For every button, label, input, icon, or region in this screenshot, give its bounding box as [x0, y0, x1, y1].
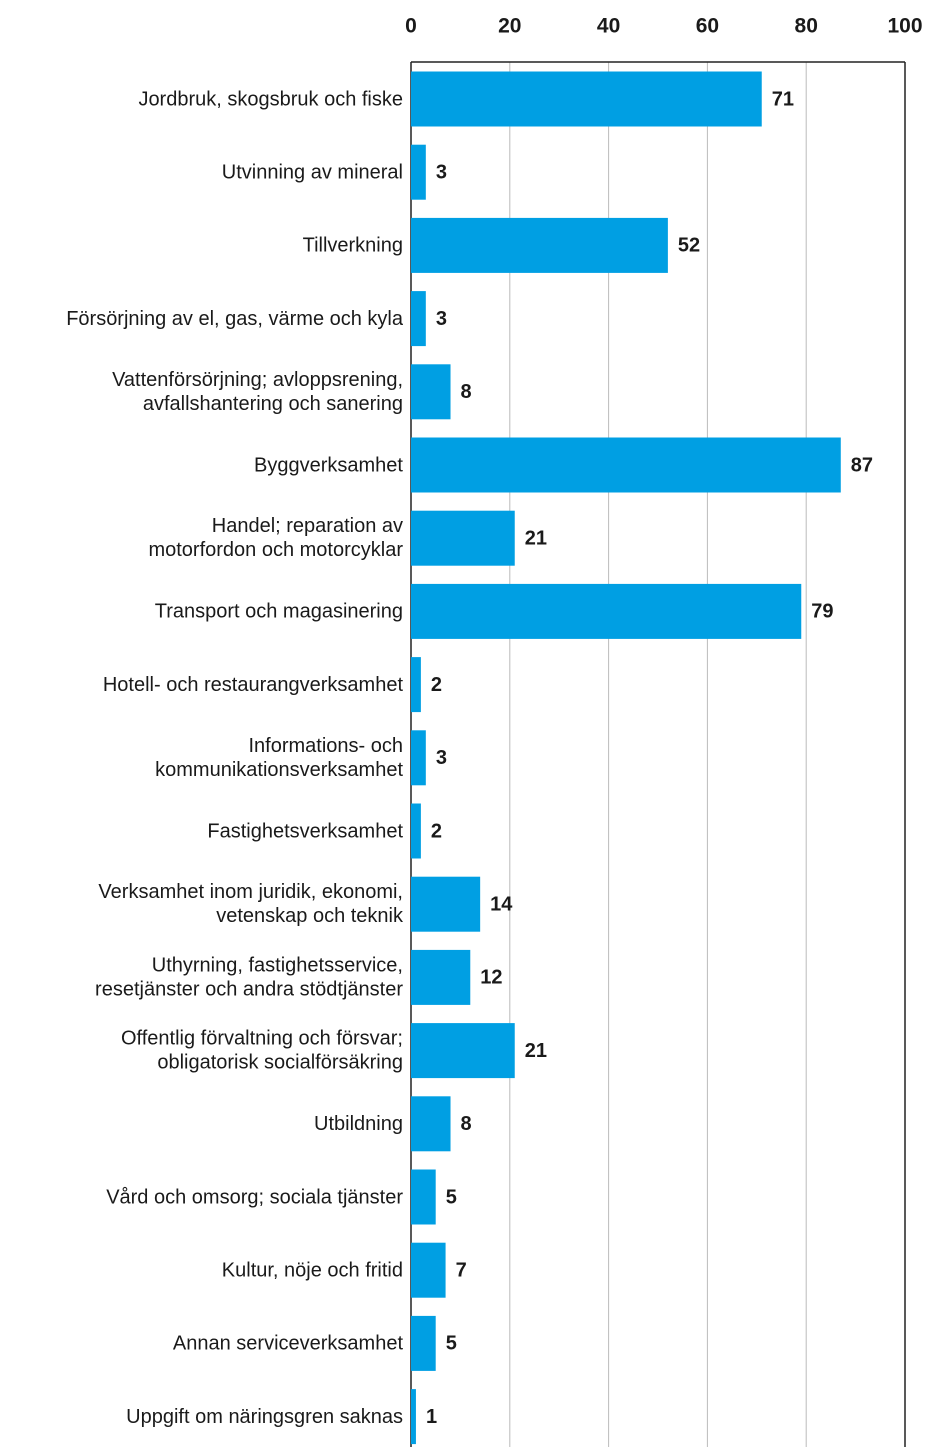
value-label: 8	[461, 381, 472, 403]
bar	[411, 583, 802, 639]
value-label: 5	[446, 1186, 457, 1208]
bar	[411, 730, 426, 786]
y-tick-label: Transport och magasinering	[155, 601, 403, 623]
x-tick-label: 60	[696, 15, 719, 38]
value-label: 21	[525, 1040, 547, 1062]
x-tick-label: 80	[795, 15, 818, 38]
bar	[411, 1169, 436, 1225]
y-tick-label: Handel; reparation av motorfordon och mot…	[148, 515, 403, 561]
y-tick-label: Vattenförsörjning; avloppsrening, avfalls…	[112, 369, 403, 415]
bar	[411, 217, 668, 273]
value-label: 3	[436, 308, 447, 330]
y-tick-label: Tillverkning	[303, 235, 403, 257]
x-tick-label: 40	[597, 15, 620, 38]
bar	[411, 364, 451, 420]
bar	[411, 437, 841, 493]
y-tick-label: Utvinning av mineral	[222, 161, 403, 183]
y-tick-label: Jordbruk, skogsbruk och fiske	[138, 88, 403, 110]
y-tick-label: Informations- och kommunikationsverksamhe…	[155, 735, 403, 781]
y-tick-label: Vård och omsorg; sociala tjänster	[106, 1186, 403, 1208]
bar	[411, 144, 426, 200]
value-label: 12	[480, 967, 502, 989]
y-tick-label: Försörjning av el, gas, värme och kyla	[66, 308, 404, 330]
y-tick-label: Offentlig förvaltning och försvar; obliga…	[121, 1028, 403, 1074]
bar	[411, 71, 762, 127]
bar	[411, 949, 471, 1005]
bar	[411, 1023, 515, 1079]
value-label: 52	[678, 235, 700, 257]
y-tick-label: Verksamhet inom juridik, ekonomi, vetensk…	[98, 881, 404, 927]
y-tick-label: Uthyrning, fastighetsservice, resetjänste…	[95, 955, 403, 1001]
bar	[411, 1389, 416, 1445]
value-label: 21	[525, 527, 547, 549]
x-tick-label: 20	[498, 15, 521, 38]
bar	[411, 1242, 446, 1298]
value-label: 3	[436, 161, 447, 183]
y-tick-label: Annan serviceverksamhet	[173, 1333, 404, 1355]
value-label: 5	[446, 1333, 457, 1355]
y-tick-label: Fastighetsverksamhet	[207, 820, 403, 842]
y-tick-label: Utbildning	[314, 1113, 403, 1135]
bar	[411, 1096, 451, 1152]
value-label: 79	[811, 601, 833, 623]
value-label: 8	[461, 1113, 472, 1135]
bar	[411, 657, 421, 713]
bar	[411, 291, 426, 347]
bar	[411, 803, 421, 859]
bar	[411, 510, 515, 566]
value-label: 7	[456, 1259, 467, 1281]
bar	[411, 1315, 436, 1371]
x-tick-label: 100	[887, 15, 922, 38]
y-tick-label: Byggverksamhet	[254, 454, 403, 476]
value-label: 1	[426, 1406, 437, 1428]
y-tick-label: Hotell- och restaurangverksamhet	[103, 674, 404, 696]
value-label: 71	[772, 88, 794, 110]
x-tick-label: 0	[405, 15, 417, 38]
value-label: 3	[436, 747, 447, 769]
value-label: 87	[851, 454, 873, 476]
bar	[411, 876, 481, 932]
value-label: 2	[431, 674, 442, 696]
value-label: 14	[490, 893, 513, 915]
y-tick-label: Kultur, nöje och fritid	[222, 1259, 403, 1281]
value-label: 2	[431, 820, 442, 842]
y-tick-label: Uppgift om näringsgren saknas	[126, 1406, 403, 1428]
